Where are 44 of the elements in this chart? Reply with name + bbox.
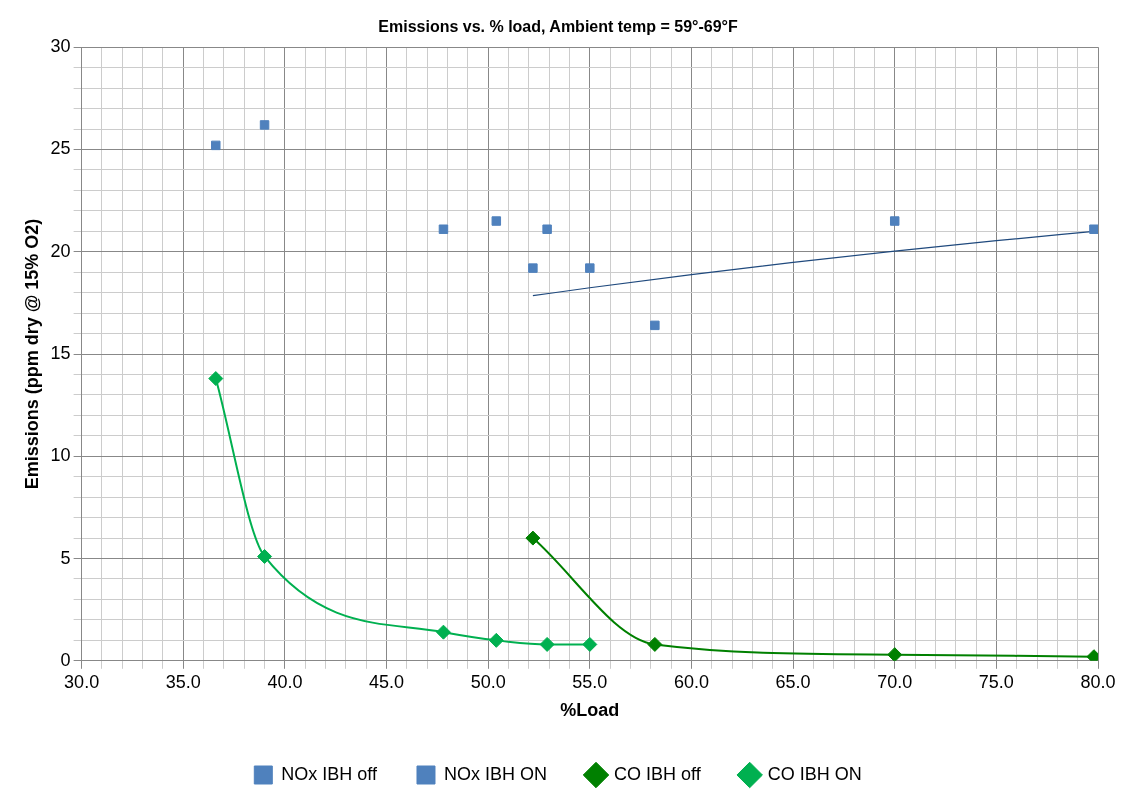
x-tick-label: 80.0 bbox=[1080, 671, 1116, 692]
point bbox=[211, 140, 221, 151]
y-tick-label: 20 bbox=[50, 240, 71, 261]
point bbox=[647, 636, 663, 652]
x-tick-label: 55.0 bbox=[572, 671, 608, 692]
y-tick-label: 10 bbox=[50, 445, 71, 466]
y-tick-label: 30 bbox=[50, 36, 71, 57]
point bbox=[889, 216, 900, 226]
y-axis-title: Emissions (ppm dry @ 15% O2) bbox=[21, 218, 42, 490]
point bbox=[488, 632, 504, 648]
point bbox=[539, 636, 555, 652]
y-tick-label: 0 bbox=[60, 649, 71, 670]
point bbox=[650, 320, 660, 331]
point bbox=[525, 530, 541, 546]
legend-label: NOx IBH ON bbox=[443, 763, 548, 784]
x-tick-label: 70.0 bbox=[877, 671, 913, 692]
y-tick-label: 5 bbox=[60, 547, 71, 568]
legend-label: CO IBH ON bbox=[767, 763, 862, 784]
point bbox=[528, 263, 538, 273]
point bbox=[259, 120, 270, 130]
x-tick-label: 45.0 bbox=[369, 671, 405, 692]
point bbox=[435, 624, 451, 640]
legend-label: CO IBH off bbox=[614, 763, 702, 784]
y-tick-label: 25 bbox=[50, 138, 71, 159]
point bbox=[438, 224, 449, 234]
point bbox=[585, 263, 595, 273]
x-tick-label: 30.0 bbox=[64, 671, 100, 692]
x-tick-label: 65.0 bbox=[775, 671, 811, 692]
x-tick-label: 35.0 bbox=[165, 671, 201, 692]
chart-title: Emissions vs. % load, Ambient temp = 59°-69°F bbox=[378, 18, 738, 36]
y-tick-label: 15 bbox=[50, 342, 71, 363]
point bbox=[491, 216, 502, 226]
x-tick-label: 60.0 bbox=[673, 671, 709, 692]
point bbox=[257, 548, 273, 564]
point bbox=[542, 224, 552, 234]
point bbox=[582, 636, 598, 652]
x-tick-label: 75.0 bbox=[978, 671, 1014, 692]
legend-label: NOx IBH off bbox=[281, 763, 378, 784]
point bbox=[887, 647, 903, 661]
point bbox=[208, 371, 224, 387]
x-axis-title: %Load bbox=[560, 700, 620, 721]
x-tick-label: 40.0 bbox=[267, 671, 303, 692]
x-tick-label: 50.0 bbox=[470, 671, 506, 692]
point bbox=[1089, 224, 1098, 234]
